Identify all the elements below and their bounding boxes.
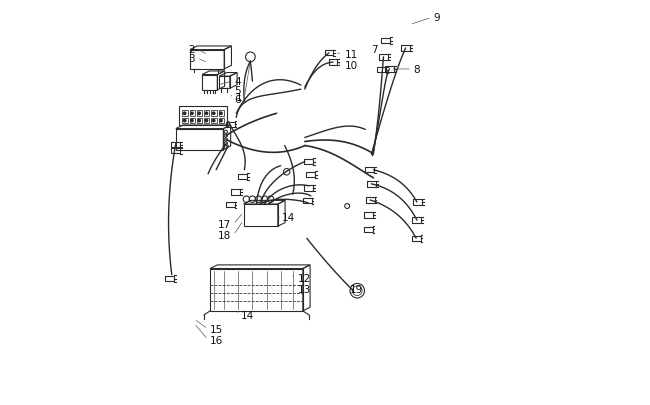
Text: 8: 8 [413,65,421,75]
Circle shape [213,113,215,115]
Circle shape [190,120,193,122]
Text: 17: 17 [218,220,231,230]
Text: 3: 3 [188,53,195,64]
Text: 19: 19 [350,284,363,294]
Text: 14: 14 [241,310,254,320]
Text: 1: 1 [236,93,242,103]
Text: 16: 16 [210,335,224,345]
Circle shape [205,113,207,115]
Circle shape [183,113,186,115]
Text: 5: 5 [234,86,241,96]
Text: 13: 13 [298,284,311,294]
Text: 4: 4 [234,77,241,87]
Text: 2: 2 [188,45,195,55]
Circle shape [198,113,200,115]
Circle shape [205,120,207,122]
Circle shape [190,113,193,115]
Circle shape [213,120,215,122]
Text: 9: 9 [434,13,441,23]
Text: 12: 12 [298,273,311,283]
Text: 14: 14 [281,213,294,223]
Text: 7: 7 [370,45,378,55]
Circle shape [183,120,186,122]
Text: 10: 10 [344,61,358,71]
Circle shape [220,120,222,122]
Text: 15: 15 [210,324,224,334]
Circle shape [220,113,222,115]
Circle shape [198,120,200,122]
Text: 18: 18 [218,230,231,241]
Text: 6: 6 [234,94,241,104]
Text: 11: 11 [344,49,358,60]
